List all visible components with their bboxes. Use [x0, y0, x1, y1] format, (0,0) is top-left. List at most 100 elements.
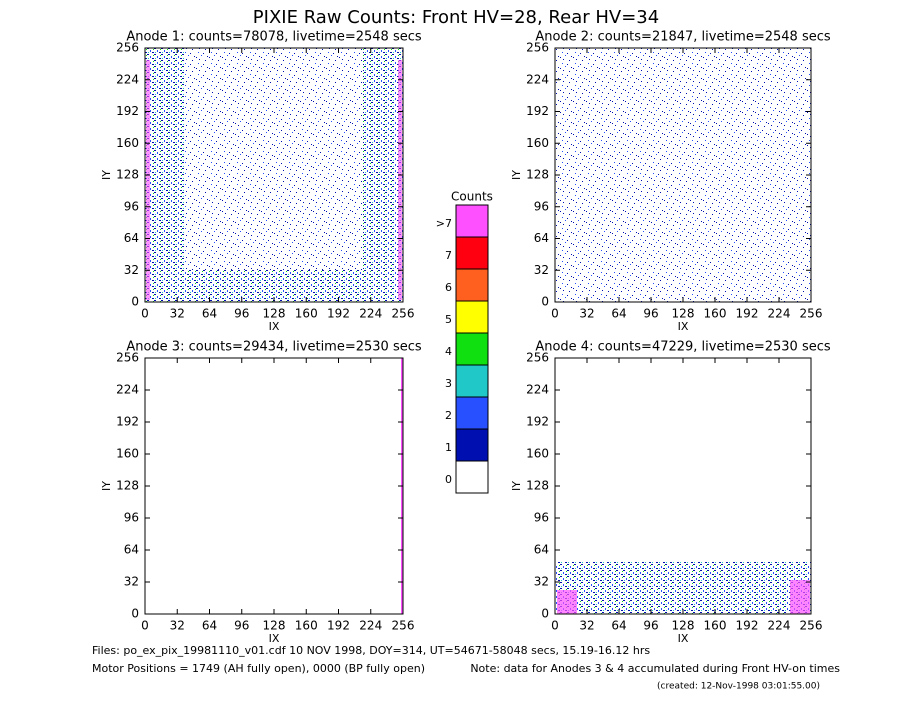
x-tick-label: 32: [170, 619, 185, 633]
y-tick-label: 96: [124, 199, 139, 213]
colorbar-label: >7: [436, 217, 452, 230]
y-tick-label: 32: [124, 263, 139, 277]
x-tick-label: 128: [263, 619, 286, 633]
x-tick-label: 256: [392, 619, 415, 633]
x-tick-label: 224: [359, 619, 382, 633]
x-tick-label: 96: [643, 619, 658, 633]
x-axis-label: IX: [269, 320, 280, 333]
x-tick-label: 32: [170, 307, 185, 321]
y-tick-label: 128: [116, 168, 139, 182]
colorbar-label: 6: [445, 281, 452, 294]
panel-title: Anode 3: counts=29434, livetime=2530 sec…: [126, 340, 422, 355]
colorbar-label: 4: [445, 345, 452, 358]
panel-title: Anode 1: counts=78078, livetime=2548 sec…: [126, 30, 422, 45]
colorbar-swatch: [455, 300, 489, 334]
panel-title: Anode 2: counts=21847, livetime=2548 sec…: [535, 30, 831, 45]
x-tick-label: 192: [736, 619, 759, 633]
y-axis-label: IY: [100, 170, 113, 180]
y-tick-label: 96: [534, 199, 549, 213]
colorbar-swatch: [455, 396, 489, 430]
colorbar-swatch: [455, 364, 489, 398]
footer-motor: Motor Positions = 1749 (AH fully open), …: [92, 662, 425, 675]
y-axis-label: IY: [510, 170, 523, 180]
y-tick-label: 256: [116, 351, 139, 365]
x-tick-label: 0: [551, 307, 559, 321]
x-tick-label: 160: [704, 619, 727, 633]
x-tick-label: 32: [579, 307, 594, 321]
footer-note: Note: data for Anodes 3 & 4 accumulated …: [470, 662, 840, 675]
x-tick-label: 96: [234, 619, 249, 633]
x-tick-label: 64: [611, 619, 626, 633]
y-tick-label: 96: [534, 511, 549, 525]
x-tick-label: 224: [768, 619, 791, 633]
x-tick-label: 192: [327, 307, 350, 321]
y-tick-label: 32: [534, 263, 549, 277]
y-tick-label: 192: [526, 415, 549, 429]
x-tick-label: 32: [579, 619, 594, 633]
panel-title: Anode 4: counts=47229, livetime=2530 sec…: [535, 340, 831, 355]
x-tick-label: 192: [327, 619, 350, 633]
y-tick-label: 64: [124, 543, 139, 557]
x-tick-label: 224: [359, 307, 382, 321]
x-tick-label: 128: [672, 307, 695, 321]
colorbar-label: 7: [445, 249, 452, 262]
x-tick-label: 224: [768, 307, 791, 321]
x-tick-label: 64: [202, 307, 217, 321]
y-tick-label: 128: [526, 168, 549, 182]
y-tick-label: 192: [116, 415, 139, 429]
x-tick-label: 96: [234, 307, 249, 321]
y-tick-label: 0: [541, 607, 549, 621]
x-axis-label: IX: [678, 320, 689, 333]
y-tick-label: 96: [124, 511, 139, 525]
y-axis-label: IY: [510, 481, 523, 491]
y-tick-label: 0: [541, 295, 549, 309]
colorbar-label: 3: [445, 377, 452, 390]
plot-frame: [144, 357, 404, 615]
x-tick-label: 256: [800, 307, 823, 321]
x-tick-label: 64: [611, 307, 626, 321]
y-tick-label: 64: [534, 231, 549, 245]
y-tick-label: 32: [534, 575, 549, 589]
x-tick-label: 160: [295, 307, 318, 321]
colorbar-label: 1: [445, 441, 452, 454]
colorbar-swatch: [455, 428, 489, 462]
x-tick-label: 0: [141, 619, 149, 633]
y-tick-label: 0: [131, 607, 139, 621]
y-tick-label: 160: [116, 136, 139, 150]
y-tick-label: 224: [526, 383, 549, 397]
y-tick-label: 160: [116, 447, 139, 461]
colorbar-swatch: [455, 204, 489, 238]
x-axis-label: IX: [678, 632, 689, 645]
x-axis-label: IX: [269, 632, 280, 645]
footer-files: Files: po_ex_pix_19981110_v01.cdf 10 NOV…: [92, 644, 650, 657]
y-axis-label: IY: [100, 481, 113, 491]
y-tick-label: 160: [526, 136, 549, 150]
colorbar-swatch: [455, 268, 489, 302]
x-tick-label: 128: [263, 307, 286, 321]
y-tick-label: 128: [526, 479, 549, 493]
y-tick-label: 160: [526, 447, 549, 461]
y-tick-label: 64: [124, 231, 139, 245]
colorbar-label: 5: [445, 313, 452, 326]
colorbar-label: 0: [445, 473, 452, 486]
x-tick-label: 0: [551, 619, 559, 633]
y-tick-label: 224: [116, 383, 139, 397]
y-tick-label: 0: [131, 295, 139, 309]
y-tick-label: 256: [116, 41, 139, 55]
y-tick-label: 224: [526, 72, 549, 86]
texture: [145, 48, 811, 614]
y-tick-label: 64: [534, 543, 549, 557]
page-title: PIXIE Raw Counts: Front HV=28, Rear HV=3…: [253, 7, 659, 28]
x-tick-label: 256: [392, 307, 415, 321]
x-tick-label: 96: [643, 307, 658, 321]
x-tick-label: 160: [295, 619, 318, 633]
y-tick-label: 192: [526, 104, 549, 118]
colorbar-swatch: [455, 332, 489, 366]
x-tick-label: 64: [202, 619, 217, 633]
footer-created: (created: 12-Nov-1998 03:01:55.00): [657, 682, 820, 692]
y-tick-label: 256: [526, 351, 549, 365]
x-tick-label: 128: [672, 619, 695, 633]
x-tick-label: 256: [800, 619, 823, 633]
y-tick-label: 32: [124, 575, 139, 589]
